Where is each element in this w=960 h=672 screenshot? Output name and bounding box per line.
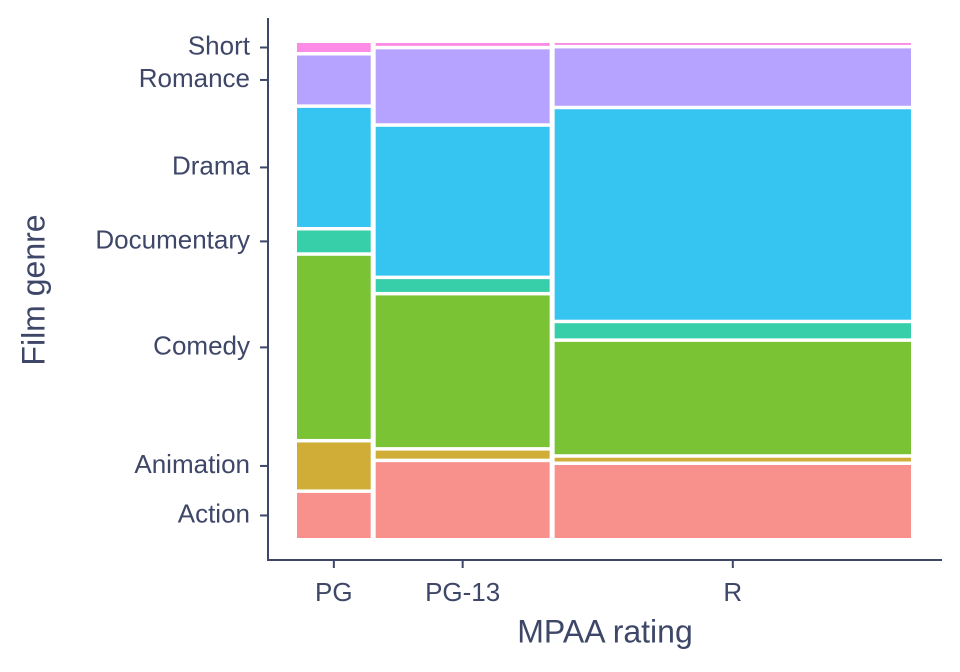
mosaic-cell xyxy=(375,462,550,538)
y-tick-label: Documentary xyxy=(95,224,250,254)
mosaic-cell xyxy=(554,465,911,538)
mosaic-cell xyxy=(297,255,371,439)
mosaic-cell xyxy=(554,457,911,462)
mosaic-cell xyxy=(375,43,550,46)
mosaic-cell xyxy=(554,48,911,106)
y-tick-label: Comedy xyxy=(153,330,250,360)
y-tick-label: Drama xyxy=(172,150,251,180)
mosaic-cell xyxy=(375,295,550,448)
mosaic-cell xyxy=(297,492,371,538)
x-tick-label: PG xyxy=(315,577,353,607)
mosaic-cell xyxy=(554,323,911,339)
x-tick-label: R xyxy=(723,577,742,607)
x-axis-title: MPAA rating xyxy=(517,613,692,649)
mosaic-cell xyxy=(375,49,550,124)
x-tick-label: PG-13 xyxy=(425,577,500,607)
y-axis-title: Film genre xyxy=(15,214,51,365)
mosaic-cell xyxy=(554,43,911,45)
y-tick-label: Short xyxy=(188,30,251,60)
mosaic-cell xyxy=(297,442,371,490)
mosaic-cell xyxy=(297,55,371,105)
y-tick-label: Romance xyxy=(139,63,250,93)
mosaic-cell xyxy=(554,341,911,455)
mosaic-cell xyxy=(375,279,550,292)
mosaic-cell xyxy=(554,109,911,320)
mosaic-cell xyxy=(297,43,371,53)
mosaic-cell xyxy=(375,126,550,276)
y-tick-label: Action xyxy=(178,498,250,528)
mosaic-cell xyxy=(297,107,371,227)
y-tick-label: Animation xyxy=(134,449,250,479)
mosaic-cell xyxy=(375,450,550,459)
mosaic-cell xyxy=(297,230,371,253)
